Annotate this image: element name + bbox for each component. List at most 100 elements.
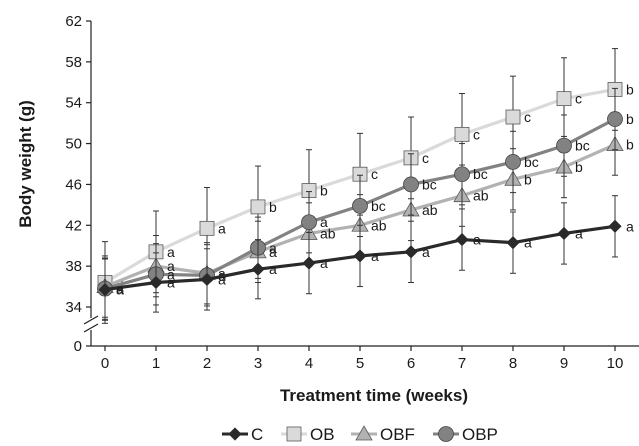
data-point-ob [250, 199, 266, 215]
significance-label-c: a [167, 274, 175, 290]
legend-label-c: C [251, 425, 263, 444]
legend-item-obp: OBP [433, 425, 498, 444]
significance-label-ob: c [575, 91, 582, 107]
x-tick-label: 9 [560, 355, 568, 372]
significance-label-c: a [524, 235, 532, 251]
y-tick-label: 54 [65, 95, 82, 112]
significance-label-obf: ab [422, 202, 438, 218]
significance-label-ob: c [422, 150, 429, 166]
legend-label-obf: OBF [380, 425, 415, 444]
series-c: a a aa a a aa aa a [98, 195, 634, 321]
data-point-obp [352, 197, 368, 214]
data-point-ob [556, 91, 572, 107]
x-tick-label: 3 [254, 355, 262, 372]
legend-label-obp: OBP [462, 425, 498, 444]
significance-label-obp: bc [575, 138, 590, 154]
legend-item-c: C [222, 425, 263, 444]
x-tick-label: 6 [407, 355, 415, 372]
significance-label-c: a [575, 225, 583, 241]
significance-label-c: a [626, 218, 634, 234]
data-point-ob [454, 126, 470, 142]
significance-label-c: a [320, 255, 328, 271]
significance-label-obf: a [167, 258, 175, 274]
y-tick-label: 34 [65, 299, 82, 316]
y-tick-label: 42 [65, 217, 82, 234]
significance-label-obp: b [626, 111, 634, 127]
legend: C OB OBF OBP [222, 425, 498, 444]
significance-label-c: a [218, 271, 226, 287]
data-point-c [608, 219, 622, 233]
significance-label-obp: bc [422, 176, 437, 192]
significance-label-c: a [371, 248, 379, 264]
x-axis-label: Treatment time (weeks) [280, 386, 468, 405]
significance-label-obf: b [575, 159, 583, 175]
x-tick-label: 4 [305, 355, 313, 372]
legend-item-obf: OBF [351, 425, 415, 444]
x-tick-label: 0 [101, 355, 109, 372]
legend-marker-ob [286, 426, 302, 442]
data-point-obp [403, 176, 419, 193]
axes [83, 20, 639, 351]
significance-label-c: a [269, 261, 277, 277]
significance-label-c: a [116, 282, 124, 298]
x-tick-label: 10 [607, 355, 624, 372]
significance-label-ob: a [116, 274, 124, 290]
data-point-c [353, 249, 367, 263]
axis-break-mark [83, 323, 99, 333]
significance-label-obp: bc [473, 166, 488, 182]
significance-label-ob: c [473, 126, 480, 142]
legend-marker-obf [355, 425, 373, 441]
significance-label-obp: bc [371, 198, 386, 214]
x-tick-label: 7 [458, 355, 466, 372]
x-tick-label: 8 [509, 355, 517, 372]
data-point-c [302, 256, 316, 270]
significance-label-ob: a [167, 244, 175, 260]
significance-label-ob: c [371, 166, 378, 182]
x-tick-label: 2 [203, 355, 211, 372]
significance-label-obf: a [269, 244, 277, 260]
data-point-c [506, 236, 520, 250]
significance-label-obf: a [218, 265, 226, 281]
significance-label-ob: b [626, 81, 634, 97]
significance-label-ob: b [320, 183, 328, 199]
data-point-ob [505, 109, 521, 125]
significance-label-ob: c [524, 109, 531, 125]
data-point-ob [199, 220, 215, 236]
y-tick-label: 58 [65, 54, 82, 71]
data-point-c [404, 245, 418, 259]
x-tick-label: 1 [152, 355, 160, 372]
data-point-obp [505, 154, 521, 170]
significance-label-obp: a [167, 266, 175, 282]
legend-marker-c [228, 427, 242, 441]
data-point-obp [556, 137, 572, 154]
y-tick-label: 50 [65, 136, 82, 153]
y-tick-label: 62 [65, 13, 82, 30]
significance-label-obf: b [524, 171, 532, 187]
legend-label-ob: OB [310, 425, 335, 444]
data-point-c [149, 275, 163, 290]
y-tick-label: 46 [65, 176, 82, 193]
y-tick-label: 38 [65, 258, 82, 275]
significance-label-c: a [473, 232, 481, 248]
data-point-obp [607, 111, 623, 127]
significance-label-ob: b [269, 199, 277, 215]
x-tick-label: 5 [356, 355, 364, 372]
significance-label-obf: b [626, 137, 634, 153]
legend-item-ob: OB [281, 425, 335, 444]
data-point-c [251, 262, 265, 276]
y-axis-label: Body weight (g) [16, 100, 35, 227]
data-point-c [200, 272, 214, 286]
significance-label-c: a [422, 244, 430, 260]
data-point-c [455, 233, 469, 247]
data-point-c [557, 226, 571, 241]
data-point-obp [301, 214, 317, 231]
significance-label-obf: ab [473, 188, 489, 204]
significance-label-obp: a [320, 214, 328, 230]
significance-label-ob: a [218, 220, 226, 236]
legend-marker-obp [438, 426, 454, 442]
